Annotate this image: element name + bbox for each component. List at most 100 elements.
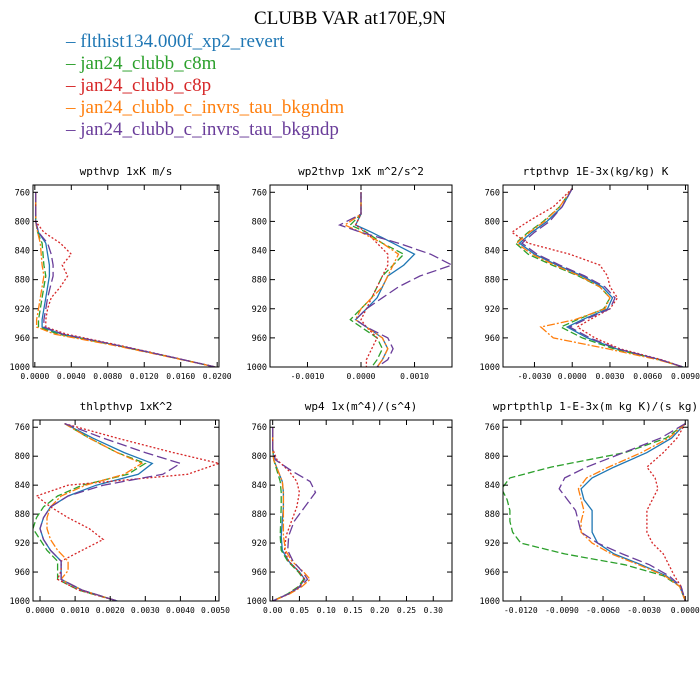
y-tick-label: 760 <box>485 188 500 198</box>
y-tick-label: 760 <box>252 188 267 198</box>
x-tick-label: 0.0030 <box>596 372 625 381</box>
series-line-2 <box>33 423 147 601</box>
legend-label: jan24_clubb_c_invrs_tau_bkgndm <box>80 97 345 118</box>
y-tick-label: 840 <box>252 481 267 491</box>
legend-entry-1: – flthist134.000f_xp2_revert <box>66 31 344 53</box>
series-line-1 <box>35 192 216 367</box>
x-tick-label: 0.0000 <box>20 372 49 381</box>
series-line-3 <box>646 423 686 601</box>
x-tick-label: -0.0120 <box>504 606 538 615</box>
y-tick-label: 800 <box>485 217 500 227</box>
x-tick-label: 0.0010 <box>400 372 429 381</box>
y-tick-label: 1000 <box>247 363 267 373</box>
legend-dash: – <box>66 119 81 140</box>
series-line-2 <box>503 423 686 601</box>
x-tick-label: 0.25 <box>397 606 416 615</box>
legend-label: jan24_clubb_c8p <box>80 75 212 96</box>
chart-panel-3: rtpthvp 1E-3x(kg/kg) K 760 800 840 880 920 960… <box>480 165 700 381</box>
y-tick-label: 960 <box>252 334 267 344</box>
x-tick-label: 0.0040 <box>57 372 86 381</box>
legend: – flthist134.000f_xp2_revert – jan24_clu… <box>66 31 344 141</box>
series-line-5 <box>272 427 317 601</box>
plot-frame <box>32 419 220 602</box>
legend-dash: – <box>66 97 81 118</box>
y-tick-label: 800 <box>485 452 500 462</box>
plot-frame <box>502 184 689 368</box>
panel-title: wp4 1x(m^4)/(s^4) <box>305 400 418 413</box>
chart-panel-2: wp2thvp 1xK m^2/s^2 760 800 840 880 920 960 100… <box>247 165 453 381</box>
legend-dash: – <box>66 75 81 96</box>
x-tick-label: -0.0060 <box>586 606 620 615</box>
x-tick-label: 0.0040 <box>166 606 195 615</box>
y-tick-label: 800 <box>15 452 30 462</box>
series-line-3 <box>35 192 216 367</box>
x-tick-label: 0.0010 <box>61 606 90 615</box>
plot-frame <box>502 419 689 602</box>
y-tick-label: 920 <box>252 305 267 315</box>
series-line-4 <box>35 192 216 367</box>
x-tick-label: 0.15 <box>343 606 362 615</box>
y-tick-label: 880 <box>485 510 500 520</box>
panel-title: wp2thvp 1xK m^2/s^2 <box>298 165 424 178</box>
series-line-3 <box>510 188 684 367</box>
x-tick-label: 0.0000 <box>26 606 55 615</box>
x-tick-label: -0.0010 <box>291 372 325 381</box>
legend-label: flthist134.000f_xp2_revert <box>80 31 285 52</box>
x-tick-label: 0.20 <box>370 606 389 615</box>
plot-frame <box>269 419 453 602</box>
y-tick-label: 840 <box>15 481 30 491</box>
series-line-5 <box>337 192 452 367</box>
y-tick-label: 920 <box>15 539 30 549</box>
y-tick-label: 960 <box>485 568 500 578</box>
y-tick-label: 1000 <box>247 597 267 607</box>
legend-entry-4: – jan24_clubb_c_invrs_tau_bkgndm <box>66 97 344 119</box>
y-tick-label: 800 <box>15 217 30 227</box>
plot-frame <box>32 184 220 368</box>
legend-label: jan24_clubb_c8m <box>80 53 217 74</box>
x-tick-label: 0.30 <box>424 606 443 615</box>
legend-label: jan24_clubb_c_invrs_tau_bkgndp <box>80 119 339 140</box>
y-tick-label: 960 <box>15 334 30 344</box>
y-tick-label: 960 <box>252 568 267 578</box>
x-tick-label: 0.10 <box>317 606 336 615</box>
panel-title: wpthvp 1xK m/s <box>80 165 173 178</box>
series-line-4 <box>46 423 144 601</box>
x-tick-label: -0.0030 <box>627 606 661 615</box>
figure-title: CLUBB VAR at170E,9N <box>254 8 446 29</box>
x-tick-label: 0.0000 <box>671 606 700 615</box>
x-tick-label: 0.0020 <box>96 606 125 615</box>
y-tick-label: 800 <box>252 452 267 462</box>
x-tick-label: 0.0060 <box>633 372 662 381</box>
x-tick-label: -0.0030 <box>518 372 552 381</box>
series-line-1 <box>580 423 686 601</box>
chart-panel-5: wp4 1x(m^4)/(s^4)76080084088092096010000… <box>247 400 453 615</box>
y-tick-label: 920 <box>252 539 267 549</box>
series-line-1 <box>354 192 416 367</box>
y-tick-label: 920 <box>15 305 30 315</box>
y-tick-label: 1000 <box>480 363 500 373</box>
panel-title: wprtpthlp 1-E-3x(m kg K)/(s kg) <box>493 400 698 413</box>
series-line-2 <box>514 188 684 367</box>
x-tick-label: 0.0050 <box>201 606 230 615</box>
y-tick-label: 800 <box>252 217 267 227</box>
x-tick-label: 0.0000 <box>558 372 587 381</box>
chart-panel-1: wpthvp 1xK m/s76080084088092096010000.00… <box>10 165 232 381</box>
legend-dash: – <box>66 53 81 74</box>
y-tick-label: 760 <box>485 423 500 433</box>
x-tick-label: 0.05 <box>290 606 309 615</box>
y-tick-label: 760 <box>15 423 30 433</box>
x-tick-label: 0.0080 <box>93 372 122 381</box>
legend-entry-3: – jan24_clubb_c8p <box>66 75 344 97</box>
series-line-1 <box>518 188 684 367</box>
x-tick-label: 0.0160 <box>166 372 195 381</box>
x-tick-label: 0.0000 <box>347 372 376 381</box>
y-tick-label: 840 <box>485 247 500 257</box>
series-line-5 <box>35 192 216 367</box>
y-tick-label: 880 <box>252 276 267 286</box>
y-tick-label: 760 <box>252 423 267 433</box>
panel-title: thlpthvp 1xK^2 <box>80 400 173 413</box>
legend-entry-2: – jan24_clubb_c8m <box>66 53 344 75</box>
x-tick-label: 0.0200 <box>203 372 232 381</box>
x-tick-label: 0.0120 <box>130 372 159 381</box>
